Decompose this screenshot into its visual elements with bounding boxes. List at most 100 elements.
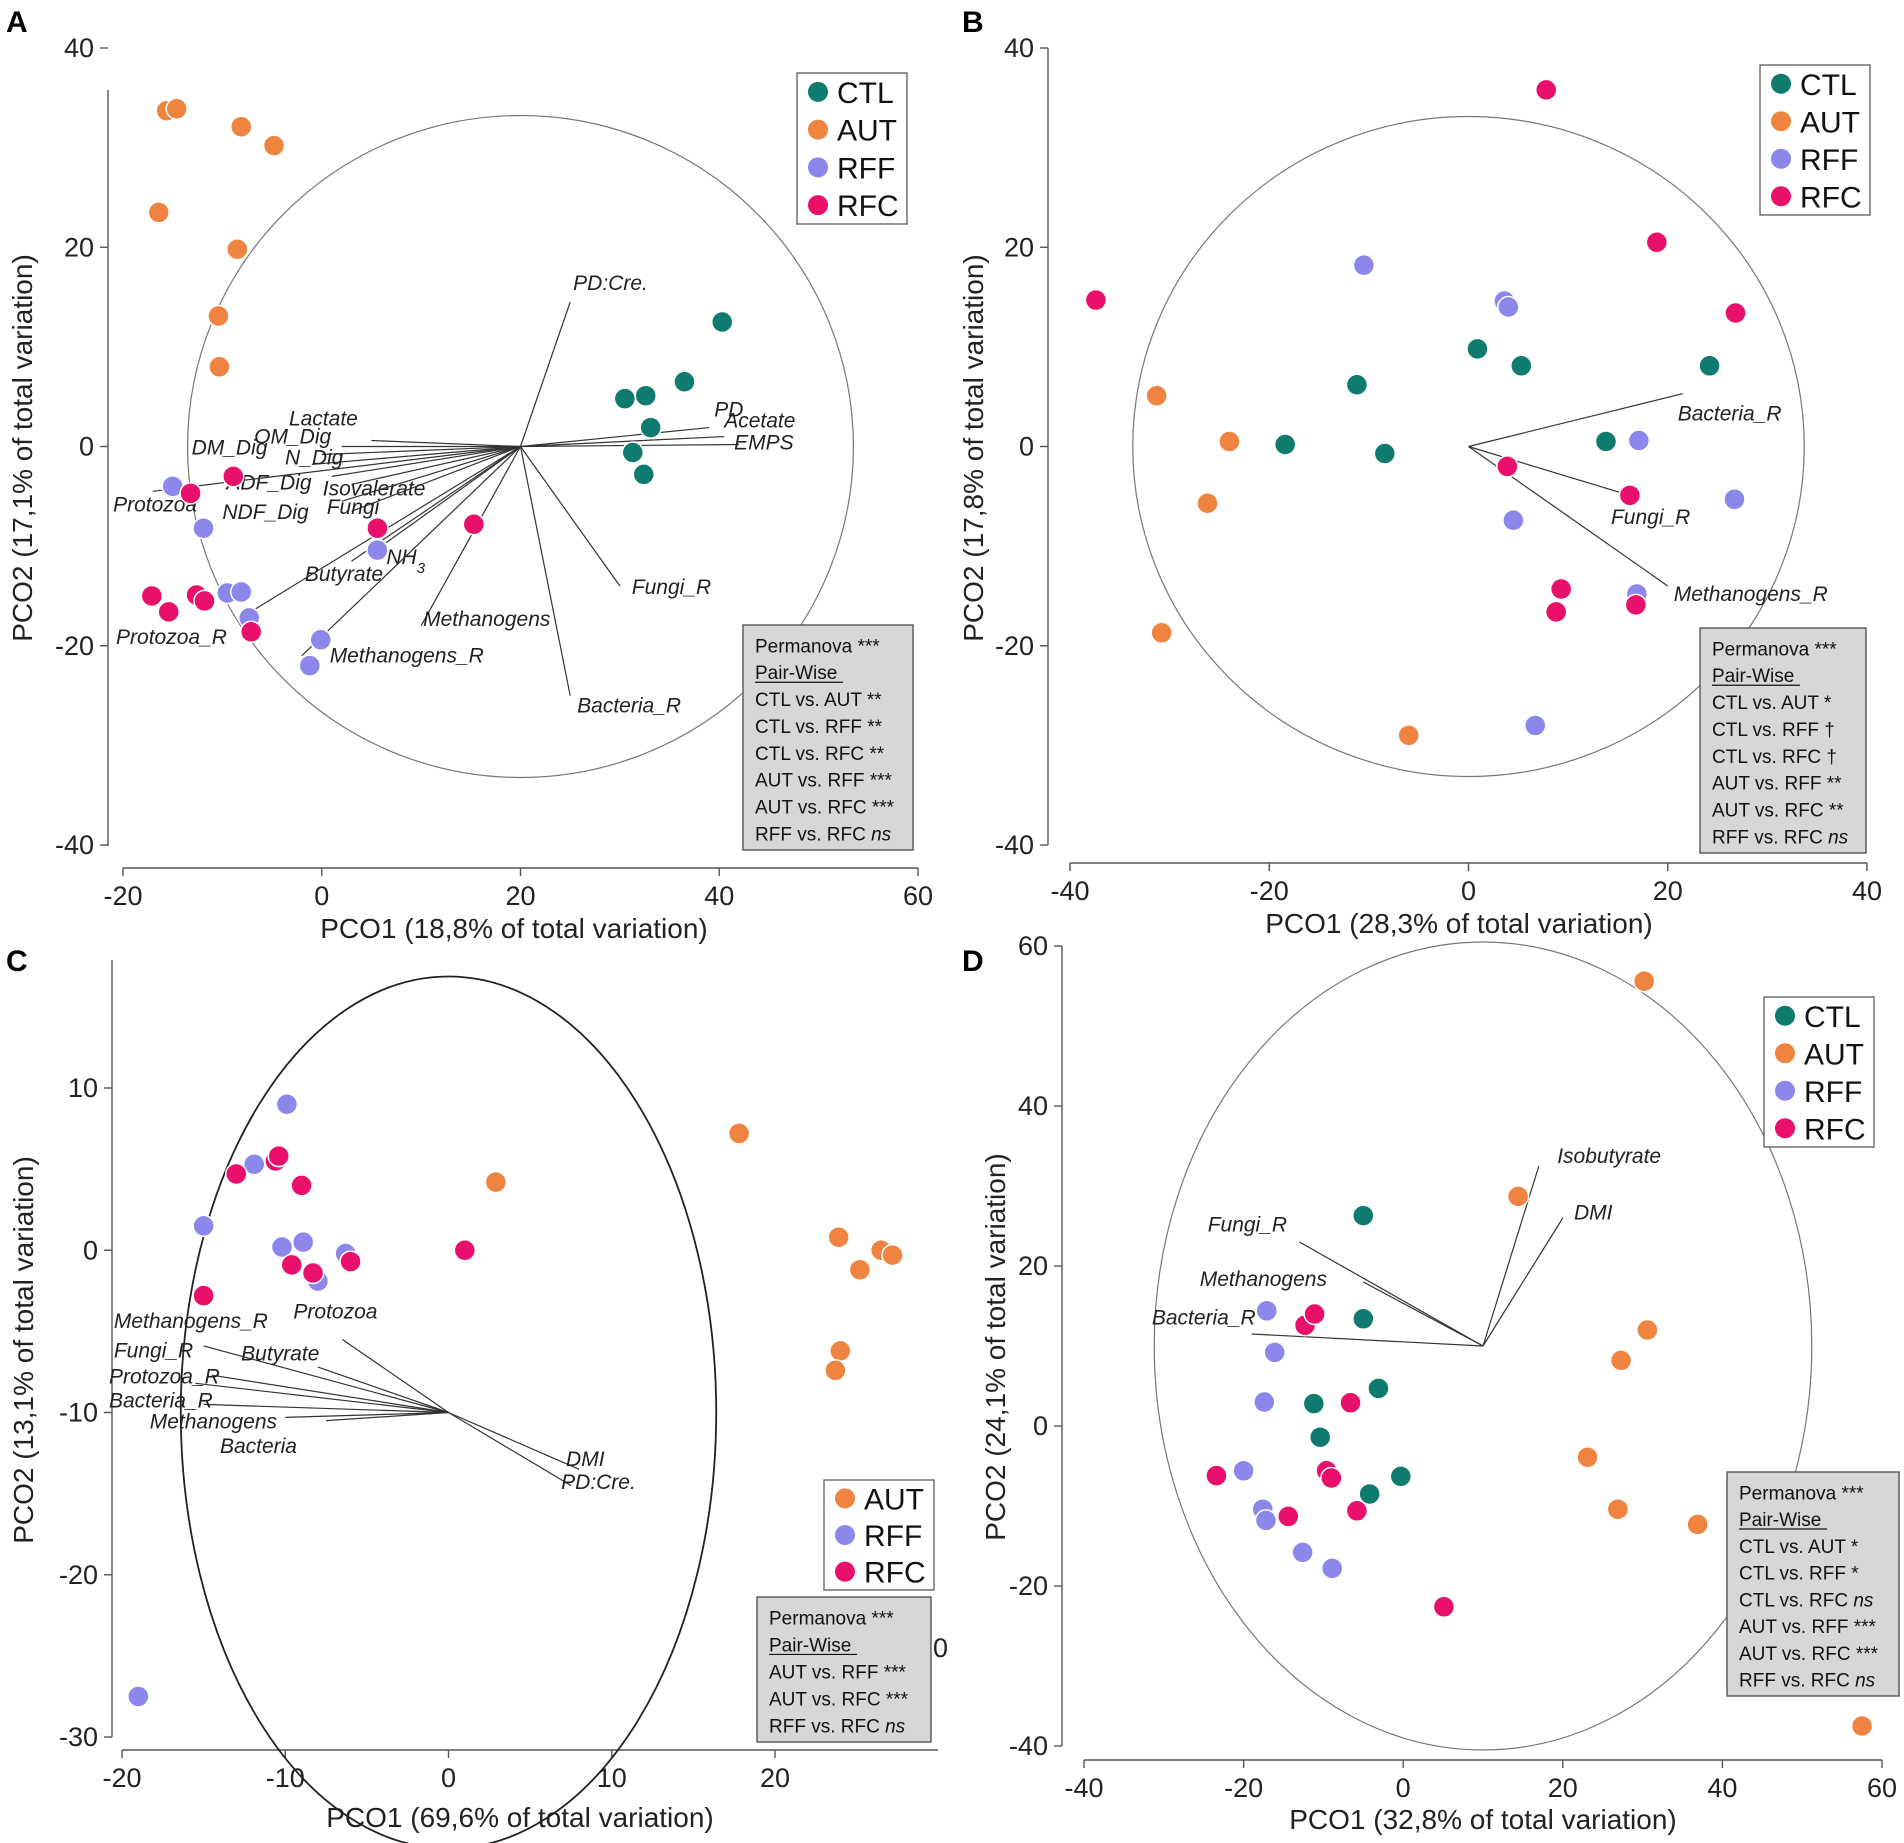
point-ctl: [1367, 1377, 1390, 1400]
point-rfc: [222, 465, 245, 488]
point-rfc: [1549, 577, 1573, 601]
point-rff: [1263, 1341, 1286, 1364]
y-axis-label: PCO2 (17,1% of total variation): [7, 254, 38, 642]
y-tick-label: 40: [1004, 33, 1034, 63]
point-rfc: [1339, 1391, 1362, 1415]
point-rfc: [1205, 1464, 1228, 1487]
pairwise-label: Pair-Wise: [769, 1635, 851, 1656]
stats-box: [742, 624, 914, 851]
vector-label: Methanogens: [150, 1411, 278, 1434]
point-rfc: [280, 1253, 304, 1277]
point-rff: [1497, 295, 1520, 319]
point-aut: [1506, 1185, 1530, 1208]
vector-line: [1482, 1165, 1540, 1347]
vector-label: Methanogens_R: [1674, 583, 1828, 606]
pairwise-result: CTL vs. RFF **: [755, 717, 883, 738]
point-aut: [1636, 1318, 1659, 1342]
vector-label: NH3: [386, 546, 425, 577]
point-rff: [1723, 488, 1746, 511]
point-rfc: [1084, 288, 1108, 312]
correlation-circle: [1153, 941, 1813, 1751]
legend-label: RFC: [864, 1557, 926, 1590]
legend-marker: [808, 81, 828, 102]
y-tick-label: 10: [68, 1073, 98, 1103]
point-aut: [207, 304, 230, 328]
ns-label: ns: [1855, 1671, 1876, 1692]
point-aut: [484, 1170, 508, 1194]
point-aut: [1150, 621, 1173, 645]
point-aut: [1576, 1445, 1599, 1469]
x-tick-label: -20: [1250, 876, 1289, 906]
vector-line: [195, 1382, 449, 1414]
vector-line: [520, 426, 710, 448]
point-rfc: [1496, 455, 1519, 478]
y-tick-label: 0: [83, 1235, 98, 1265]
correlation-circle: [186, 114, 855, 779]
point-ctl: [1345, 373, 1369, 396]
y-tick-label: 20: [1018, 1251, 1048, 1281]
point-ctl: [1389, 1465, 1413, 1488]
pairwise-result: CTL vs. AUT *: [1712, 693, 1832, 714]
panel-d: D -40 -20 0 20 40 60 -40 -20 0 20 40 60 PCO1 (32,8% o…: [962, 931, 1900, 1835]
vector-label: NDF_Dig: [222, 501, 309, 524]
pairwise-label: Pair-Wise: [755, 663, 837, 684]
vector-line: [1299, 1241, 1484, 1347]
pairwise-result: CTL vs. RFC **: [755, 744, 885, 765]
point-ctl: [1594, 430, 1618, 453]
stats-box: [1726, 1471, 1900, 1697]
vector-line: [1363, 1281, 1484, 1347]
vector-line: [203, 1345, 449, 1414]
y-axis-label: PCO2 (13,1% of total variation): [8, 1156, 39, 1544]
point-ctl: [1510, 354, 1533, 378]
vector-line: [351, 445, 521, 512]
vector-label: Acetate: [722, 410, 795, 433]
x-tick-label: -40: [1064, 1773, 1103, 1803]
pairwise-result: AUT vs. RFC ***: [1739, 1644, 1879, 1665]
legend-label: AUT: [1804, 1038, 1864, 1071]
vector-label: Bacteria: [220, 1435, 297, 1458]
vector-line: [381, 446, 521, 547]
y-tick-label: 0: [1033, 1411, 1048, 1441]
x-axis-label: PCO1 (69,6% of total variation): [326, 1802, 714, 1833]
vector-line: [341, 445, 521, 502]
y-axis-label: PCO2 (17,8% of total variation): [958, 254, 989, 642]
vector-line: [326, 1411, 449, 1422]
point-rfc: [1544, 600, 1568, 624]
point-rff: [298, 654, 322, 677]
vector-label: PD:Cre.: [573, 272, 648, 295]
vector-line: [448, 1411, 580, 1470]
vector-line: [311, 445, 521, 466]
point-aut: [1686, 1513, 1709, 1536]
legend-label: RFC: [837, 190, 899, 223]
vector-line: [520, 446, 621, 587]
x-tick-label: -20: [1224, 1773, 1263, 1803]
legend-marker: [808, 119, 828, 140]
point-aut: [230, 115, 253, 138]
point-aut: [881, 1243, 904, 1267]
point-rff: [1523, 714, 1547, 737]
point-rff: [127, 1685, 150, 1708]
x-tick-label: 0: [314, 881, 329, 911]
pairwise-result: AUT vs. RFC ***: [769, 1689, 909, 1710]
point-rff: [270, 1235, 294, 1259]
legend-marker: [1771, 73, 1791, 94]
vector-label: Bacteria_R: [577, 694, 681, 717]
point-rfc: [179, 482, 202, 505]
point-rfc: [193, 589, 216, 613]
legend-marker: [835, 1488, 855, 1509]
point-rfc: [1724, 301, 1747, 325]
stats-box: [756, 1596, 932, 1743]
point-aut: [1609, 1349, 1633, 1372]
y-tick-label: 60: [1018, 931, 1048, 961]
vector-label: DMI: [566, 1448, 605, 1471]
point-rfc: [239, 620, 263, 644]
y-axis-label: PCO2 (24,1% of total variation): [980, 1153, 1011, 1541]
point-rfc: [462, 512, 486, 536]
y-tick-label: -40: [995, 830, 1034, 860]
point-ctl: [634, 384, 657, 407]
point-aut: [262, 134, 286, 157]
point-rff: [1352, 253, 1376, 277]
pairwise-result: CTL vs. RFC ns: [1739, 1590, 1874, 1611]
point-ctl: [1302, 1392, 1326, 1415]
permanova-label: Permanova ***: [769, 1608, 894, 1629]
